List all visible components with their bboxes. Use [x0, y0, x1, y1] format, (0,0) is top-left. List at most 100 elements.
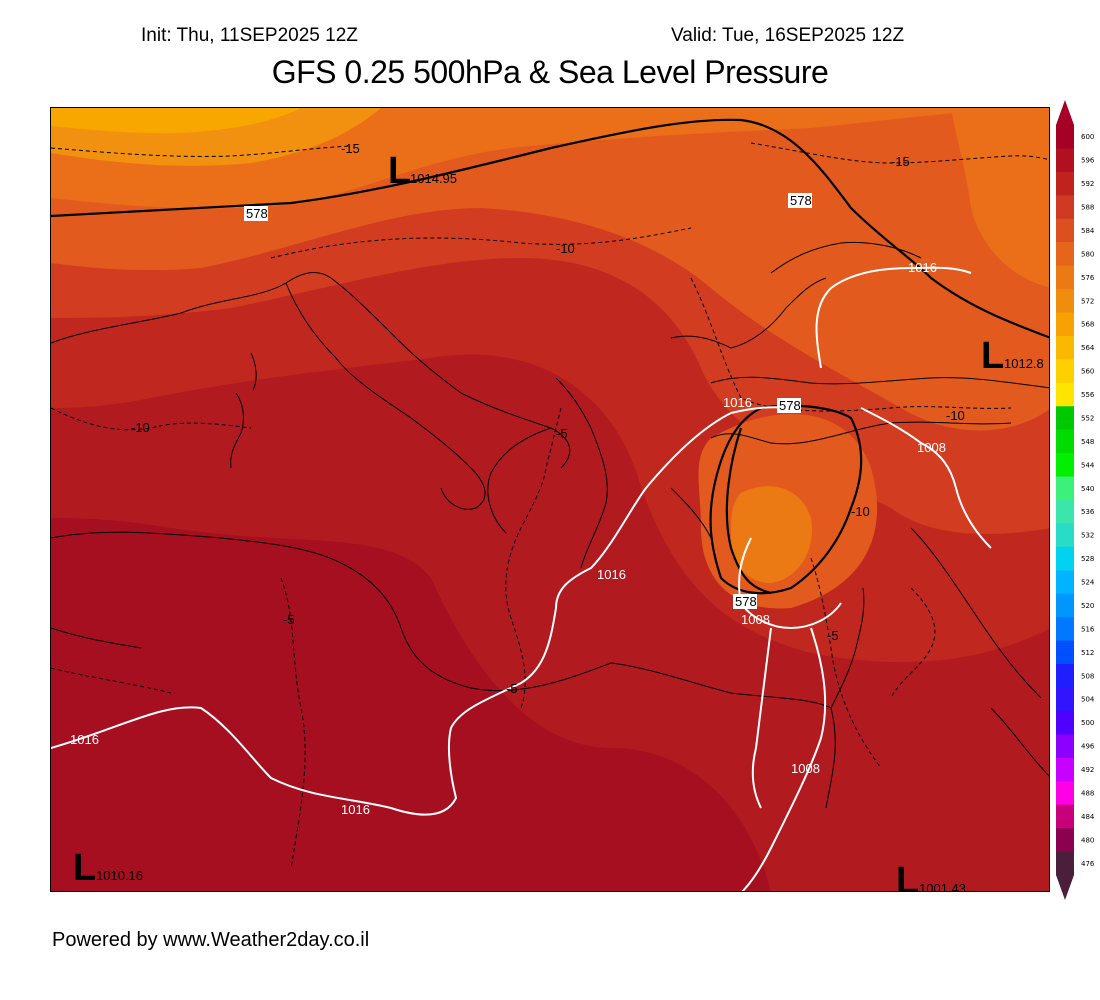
- colorbar-label: 552: [1081, 414, 1094, 422]
- colorbar-swatch: [1056, 687, 1074, 712]
- pressure-label: 1016: [908, 260, 937, 275]
- colorbar-swatch: [1056, 312, 1074, 337]
- svg-text:L: L: [981, 335, 1004, 377]
- colorbar-label: 548: [1081, 438, 1094, 446]
- colorbar-label: 492: [1081, 766, 1094, 774]
- colorbar-label: 556: [1081, 391, 1095, 399]
- forecast-map: 578 578 578 578 -15 -15 -10 -10 -10 -10 …: [50, 107, 1050, 892]
- colorbar-label: 544: [1081, 461, 1095, 469]
- colorbar-swatch: [1056, 593, 1074, 618]
- height-label-2: 578: [788, 193, 812, 208]
- colorbar-swatch: [1056, 734, 1074, 759]
- map-canvas: 578 578 578 578 -15 -15 -10 -10 -10 -10 …: [51, 108, 1049, 892]
- colorbar-label: 572: [1081, 297, 1094, 305]
- temp-label: -10: [851, 504, 870, 519]
- colorbar-swatch: [1056, 453, 1074, 478]
- svg-text:1010.16: 1010.16: [96, 868, 143, 883]
- colorbar-swatch: [1056, 242, 1074, 267]
- colorbar-label: 536: [1081, 508, 1095, 516]
- colorbar-label: 576: [1081, 274, 1095, 282]
- colorbar-swatch: [1056, 289, 1074, 313]
- colorbar: 600 596 592 588 584 580 576 572 568 564 560 556 552 5…: [1056, 100, 1095, 900]
- colorbar-label: 524: [1081, 579, 1095, 587]
- colorbar-swatch: [1056, 429, 1074, 454]
- pressure-label: 1016: [597, 567, 626, 582]
- colorbar-label: 540: [1081, 485, 1094, 493]
- colorbar-swatch: [1056, 476, 1074, 501]
- colorbar-swatch: [1056, 171, 1074, 196]
- pressure-label: 1016: [70, 732, 99, 747]
- map-title: GFS 0.25 500hPa & Sea Level Pressure: [271, 54, 829, 90]
- pressure-label: 1016: [723, 395, 752, 410]
- colorbar-label: 520: [1081, 602, 1094, 610]
- colorbar-swatch: [1056, 828, 1074, 853]
- height-label-1: 578: [244, 206, 268, 221]
- colorbar-swatch: [1056, 851, 1074, 876]
- colorbar-label: 476: [1081, 860, 1095, 868]
- temp-label: -10: [556, 241, 575, 256]
- valid-time: Valid: Tue, 16SEP2025 12Z: [671, 25, 905, 46]
- low-center: L 1014.95: [388, 150, 457, 192]
- colorbar-swatch: [1056, 570, 1074, 595]
- colorbar-label: 488: [1081, 789, 1094, 797]
- colorbar-swatch: [1056, 335, 1074, 360]
- colorbar-swatch: [1056, 265, 1074, 290]
- colorbar-swatch: [1056, 500, 1074, 524]
- colorbar-swatch: [1056, 359, 1074, 384]
- low-pressure-centers: L 1014.95 L 1012.8 L 1010.16 L 1001.43: [73, 150, 1044, 892]
- colorbar-swatch: [1056, 148, 1074, 173]
- colorbar-bottom-arrow: [1056, 875, 1074, 900]
- temp-label: -5: [506, 681, 518, 696]
- svg-text:1012.8: 1012.8: [1004, 356, 1044, 371]
- footer-credit: Powered by www.Weather2day.co.il: [52, 929, 370, 951]
- temp-label: -10: [946, 408, 965, 423]
- colorbar-label: 592: [1081, 180, 1094, 188]
- colorbar-label: 584: [1081, 227, 1095, 235]
- low-center: L 1010.16: [73, 847, 143, 889]
- colorbar-swatch: [1056, 617, 1074, 642]
- colorbar-swatch: [1056, 523, 1074, 548]
- pressure-label: 1008: [791, 761, 820, 776]
- colorbar-label: 528: [1081, 555, 1094, 563]
- svg-text:1014.95: 1014.95: [410, 171, 457, 186]
- colorbar-swatch: [1056, 804, 1074, 829]
- colorbar-swatch: [1056, 406, 1074, 431]
- colorbar-label: 484: [1081, 813, 1095, 821]
- colorbar-label: 596: [1081, 157, 1095, 165]
- pressure-label: 1008: [741, 612, 770, 627]
- colorbar-label: 600: [1081, 133, 1094, 141]
- colorbar-swatch: [1056, 195, 1074, 220]
- colorbar-swatch: [1056, 781, 1074, 806]
- pressure-label: 1008: [917, 440, 946, 455]
- low-center: L 1001.43: [896, 860, 966, 892]
- colorbar-swatch: [1056, 664, 1074, 688]
- colorbar-label: 580: [1081, 250, 1094, 258]
- colorbar-swatch: [1056, 125, 1074, 149]
- colorbar-swatch: [1056, 546, 1074, 571]
- colorbar-label: 512: [1081, 649, 1094, 657]
- colorbar-label: 568: [1081, 321, 1094, 329]
- contour-labels: 578 578 578 578 -15 -15 -10 -10 -10 -10 …: [70, 141, 965, 817]
- colorbar-swatch: [1056, 640, 1074, 665]
- pressure-label: 1016: [341, 802, 370, 817]
- temp-label: -5: [556, 426, 568, 441]
- svg-text:L: L: [896, 860, 919, 892]
- temp-label: -5: [827, 628, 839, 643]
- svg-text:578: 578: [779, 398, 801, 413]
- svg-text:578: 578: [246, 206, 268, 221]
- colorbar-swatch: [1056, 757, 1074, 782]
- svg-text:578: 578: [790, 193, 812, 208]
- colorbar-top-arrow: [1056, 100, 1074, 125]
- colorbar-swatch: [1056, 218, 1074, 243]
- svg-text:1001.43: 1001.43: [919, 881, 966, 892]
- init-time: Init: Thu, 11SEP2025 12Z: [141, 25, 358, 46]
- colorbar-label: 480: [1081, 836, 1094, 844]
- colorbar-label: 508: [1081, 672, 1094, 680]
- svg-text:L: L: [73, 847, 96, 889]
- coastlines: [51, 241, 1049, 809]
- height-contours: [51, 118, 1049, 595]
- colorbar-label: 504: [1081, 696, 1095, 704]
- temp-label: -15: [341, 141, 360, 156]
- temp-label: -10: [131, 420, 150, 435]
- colorbar-label: 564: [1081, 344, 1095, 352]
